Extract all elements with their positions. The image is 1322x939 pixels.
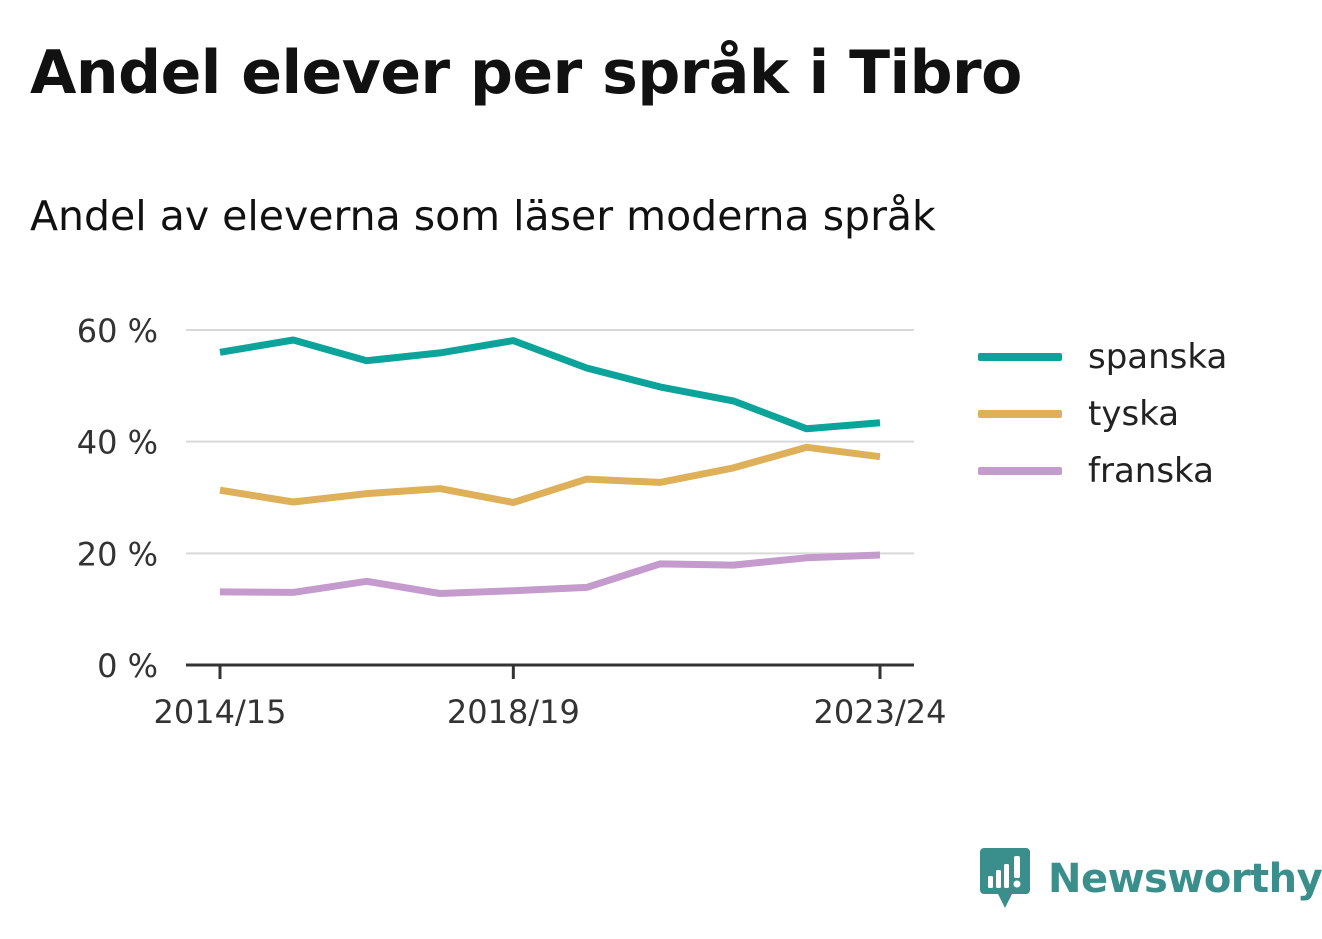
y-tick-label: 20 % [77, 535, 158, 573]
legend-swatch-franska [978, 466, 1062, 475]
chart-title: Andel elever per språk i Tibro [30, 38, 1022, 108]
x-tick-label: 2023/24 [814, 693, 947, 731]
legend-label-franska: franska [1088, 450, 1214, 491]
x-tick-label: 2018/19 [447, 693, 580, 731]
series-line-tyska [219, 443, 881, 506]
legend-label-spanska: spanska [1088, 336, 1228, 377]
gridlines [186, 329, 914, 555]
legend: spanska tyska franska [978, 328, 1227, 499]
x-tick-label: 2014/15 [154, 693, 287, 731]
legend-swatch-tyska [978, 409, 1062, 418]
brand: Newsworthy [980, 848, 1322, 910]
axes: 0 % 20 % 40 % 60 % 2014/15 2018/19 2023/24 [77, 312, 947, 731]
legend-label-tyska: tyska [1088, 393, 1180, 434]
legend-item-tyska: tyska [978, 385, 1227, 442]
legend-item-franska: franska [978, 442, 1227, 499]
brand-name: Newsworthy [1048, 856, 1322, 902]
series-line-spanska [219, 336, 881, 433]
legend-swatch-spanska [978, 352, 1062, 361]
series-line-franska [219, 551, 881, 597]
y-tick-label: 60 % [77, 312, 158, 350]
chart-subtitle: Andel av eleverna som läser moderna språ… [30, 192, 936, 240]
newsworthy-logo-icon [980, 848, 1030, 908]
legend-item-spanska: spanska [978, 328, 1227, 385]
y-tick-label: 40 % [77, 424, 158, 462]
y-tick-label: 0 % [97, 647, 158, 685]
series-lines [219, 336, 881, 597]
